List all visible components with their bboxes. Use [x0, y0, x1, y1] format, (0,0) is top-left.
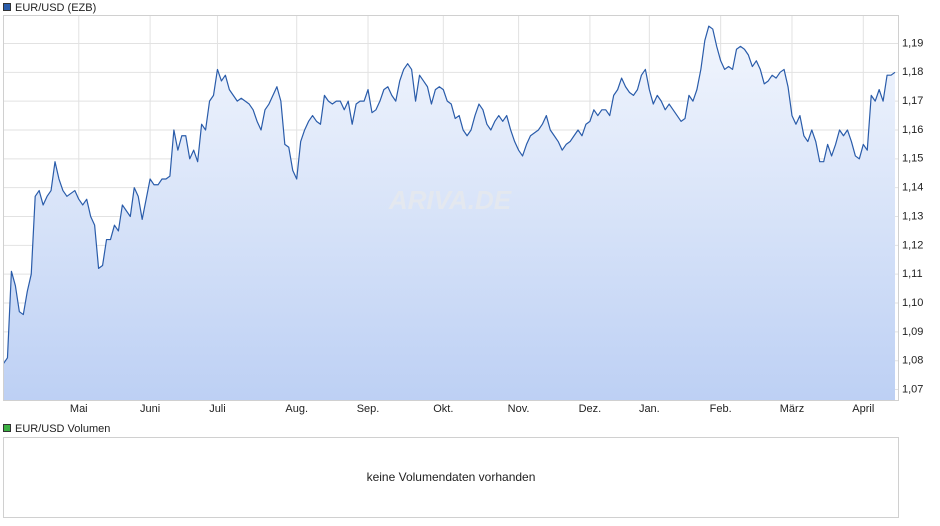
y-tick-label: 1,11	[902, 268, 923, 280]
volume-frame	[3, 437, 899, 518]
x-tick-label: März	[780, 403, 804, 415]
y-tick-label: 1,17	[902, 95, 923, 107]
plot-frame	[3, 15, 899, 401]
y-tick-label: 1,13	[902, 210, 923, 222]
legend-label: EUR/USD (EZB)	[15, 2, 96, 14]
x-tick-label: Okt.	[433, 403, 453, 415]
y-tick-label: 1,12	[902, 239, 923, 251]
volume-message: keine Volumendaten vorhanden	[367, 470, 536, 484]
x-tick-label: April	[852, 403, 874, 415]
legend-swatch	[3, 3, 11, 11]
area	[3, 26, 895, 401]
x-tick-label: Jan.	[639, 403, 660, 415]
x-tick-label: Aug.	[285, 403, 308, 415]
x-tick-label: Feb.	[710, 403, 732, 415]
volume-legend-label: EUR/USD Volumen	[15, 423, 110, 435]
y-tick-label: 1,19	[902, 37, 923, 49]
x-tick-label: Juni	[140, 403, 160, 415]
x-tick-label: Dez.	[579, 403, 602, 415]
plot	[3, 25, 896, 401]
y-tick-label: 1,09	[902, 326, 923, 338]
y-tick-label: 1,08	[902, 355, 923, 367]
y-tick-label: 1,18	[902, 66, 923, 78]
x-tick-label: Mai	[70, 403, 88, 415]
x-tick-label: Juli	[209, 403, 226, 415]
x-tick-label: Sep.	[357, 403, 380, 415]
volume-legend-swatch	[3, 424, 11, 432]
x-tick-label: Nov.	[508, 403, 530, 415]
y-tick-label: 1,10	[902, 297, 923, 309]
y-tick-label: 1,07	[902, 383, 923, 395]
watermark: ARIVA.DE	[388, 185, 512, 215]
y-tick-label: 1,16	[902, 124, 923, 136]
y-tick-label: 1,14	[902, 182, 923, 194]
y-tick-label: 1,15	[902, 153, 923, 165]
line	[3, 25, 896, 364]
